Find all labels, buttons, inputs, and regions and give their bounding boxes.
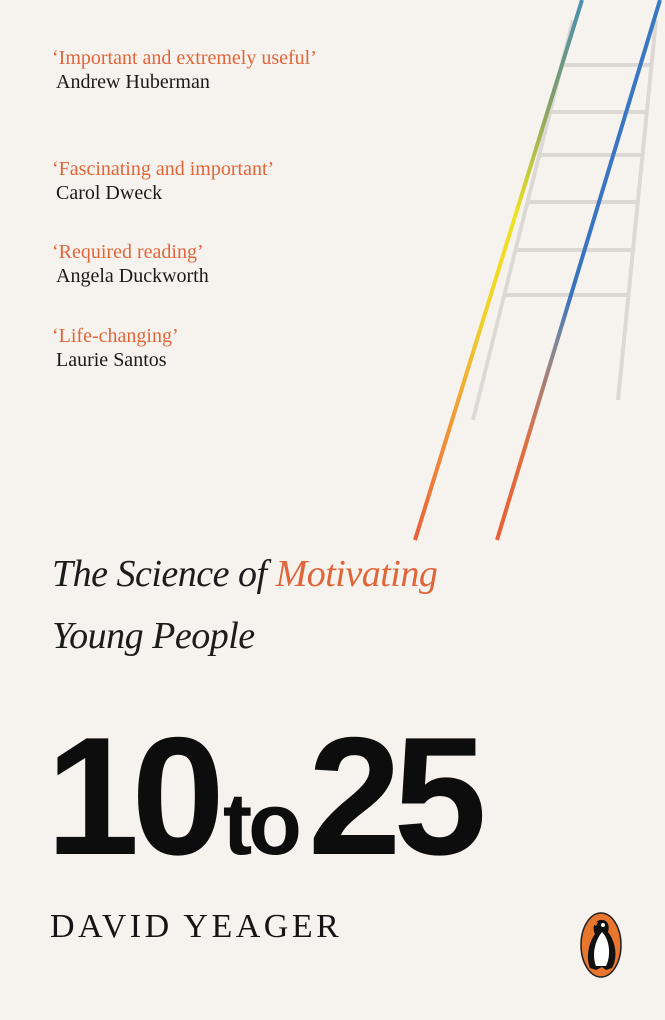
penguin-logo-icon — [580, 912, 622, 978]
blurb-author: Laurie Santos — [56, 349, 167, 371]
blurb-quote: ‘Required reading’ — [52, 241, 204, 263]
ladder-shadow — [471, 19, 658, 421]
subtitle-highlight: Motivating — [275, 553, 438, 595]
subtitle-text: The Science of — [52, 553, 276, 595]
blurb-author: Carol Dweck — [56, 182, 163, 204]
blurb: ‘Required reading’ Angela Duckworth — [52, 240, 209, 288]
book-title: 10to25 — [46, 700, 487, 893]
title-10: 10 — [46, 702, 225, 890]
blurb-author: Andrew Huberman — [56, 71, 210, 93]
blurb-quote: ‘Important and extremely useful’ — [52, 47, 317, 69]
title-to: to — [222, 774, 302, 873]
ladder-right-rail — [495, 0, 662, 541]
shadow-rail — [616, 19, 658, 401]
blurb: ‘Life-changing’ Laurie Santos — [52, 324, 179, 372]
blurb: ‘Fascinating and important’ Carol Dweck — [52, 157, 274, 205]
blurb-quote: ‘Fascinating and important’ — [52, 158, 275, 180]
subtitle-line-1: The Science of Motivating — [52, 552, 438, 596]
subtitle-line-2: Young People — [52, 615, 255, 657]
blurb-author: Angela Duckworth — [56, 265, 209, 287]
ladder-illustration — [413, 0, 662, 541]
blurb: ‘Important and extremely useful’ Andrew H… — [52, 46, 317, 94]
ladder-left-rail — [413, 0, 584, 541]
ladder-rungs — [432, 23, 653, 487]
blurb-quote: ‘Life-changing’ — [52, 325, 179, 347]
title-25: 25 — [307, 702, 487, 890]
author-name: DAVID YEAGER — [50, 908, 343, 945]
